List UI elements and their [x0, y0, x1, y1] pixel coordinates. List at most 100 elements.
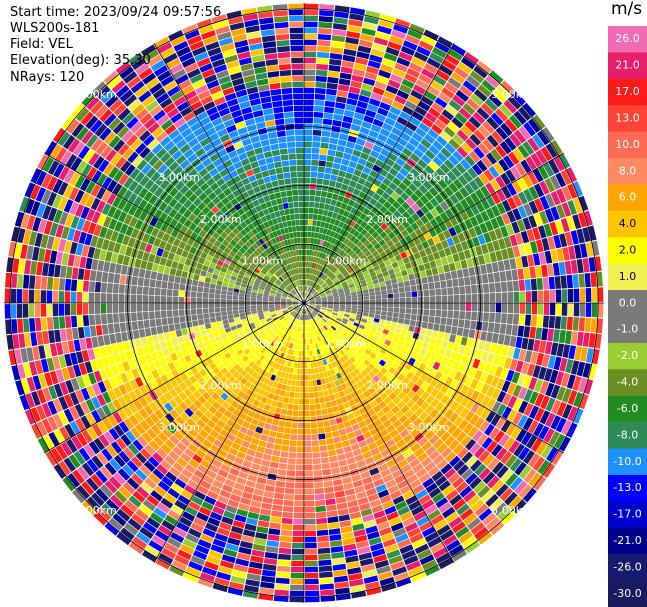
- velocity-gate: [395, 271, 402, 278]
- velocity-gate: [346, 457, 356, 465]
- velocity-gate: [332, 310, 339, 314]
- velocity-gate: [317, 541, 330, 548]
- velocity-gate: [397, 339, 405, 347]
- velocity-gate: [293, 319, 297, 325]
- velocity-gate: [533, 212, 543, 227]
- velocity-gate: [320, 308, 327, 312]
- velocity-gate: [331, 313, 337, 318]
- velocity-gate: [406, 423, 416, 433]
- velocity-gate: [308, 332, 312, 338]
- velocity-gate: [148, 540, 163, 552]
- velocity-gate: [229, 391, 237, 400]
- velocity-gate: [327, 337, 332, 343]
- velocity-gate: [427, 343, 435, 352]
- velocity-gate: [375, 310, 381, 315]
- velocity-gate: [460, 56, 476, 70]
- velocity-gate: [138, 328, 146, 338]
- velocity-gate: [400, 464, 412, 474]
- velocity-gate: [304, 249, 307, 256]
- velocity-gate: [396, 89, 410, 100]
- velocity-gate: [88, 292, 95, 303]
- velocity-gate: [342, 329, 349, 335]
- velocity-gate: [36, 261, 44, 276]
- velocity-gate: [321, 306, 327, 309]
- velocity-gate: [338, 290, 344, 294]
- velocity-gate: [387, 401, 396, 410]
- velocity-gate: [314, 99, 325, 106]
- velocity-gate: [375, 113, 386, 122]
- velocity-gate: [380, 333, 388, 340]
- velocity-gate: [242, 420, 251, 429]
- velocity-gate: [169, 267, 177, 276]
- velocity-gate: [439, 64, 454, 76]
- velocity-gate: [482, 454, 495, 467]
- velocity-gate: [357, 365, 364, 373]
- velocity-gate: [420, 138, 432, 149]
- velocity-gate: [308, 286, 311, 292]
- velocity-gate: [364, 417, 373, 426]
- velocity-gate: [539, 195, 550, 210]
- velocity-gate: [165, 471, 177, 483]
- velocity-gate: [495, 344, 503, 355]
- velocity-gate: [289, 343, 294, 349]
- velocity-gate: [262, 363, 268, 370]
- velocity-gate: [309, 392, 314, 399]
- velocity-gate: [272, 419, 280, 426]
- velocity-gate: [376, 565, 391, 575]
- velocity-gate: [487, 475, 500, 489]
- velocity-gate: [116, 532, 132, 546]
- velocity-gate: [381, 307, 388, 312]
- velocity-gate: [501, 248, 509, 260]
- velocity-gate: [143, 460, 156, 472]
- velocity-gate: [470, 390, 480, 402]
- velocity-gate: [272, 498, 284, 506]
- velocity-gate: [188, 561, 203, 572]
- velocity-gate: [263, 558, 277, 565]
- velocity-gate: [460, 198, 470, 210]
- velocity-gate: [278, 338, 283, 344]
- velocity-gate: [197, 539, 212, 549]
- velocity-gate: [496, 189, 507, 202]
- velocity-gate: [137, 320, 144, 330]
- velocity-gate: [446, 279, 453, 288]
- velocity-gate: [416, 354, 424, 363]
- velocity-gate: [267, 436, 276, 444]
- velocity-gate: [374, 559, 390, 569]
- velocity-gate: [584, 273, 591, 288]
- velocity-gate: [285, 321, 290, 327]
- velocity-gate: [324, 235, 330, 242]
- velocity-gate: [304, 171, 311, 178]
- velocity-gate: [295, 482, 304, 489]
- velocity-gate: [314, 295, 320, 299]
- velocity-gate: [215, 474, 226, 484]
- velocity-gate: [331, 244, 337, 251]
- velocity-gate: [490, 179, 501, 192]
- velocity-gate: [313, 391, 319, 398]
- velocity-gate: [449, 351, 458, 361]
- velocity-gate: [545, 143, 558, 159]
- velocity-gate: [194, 490, 206, 501]
- velocity-gate: [390, 490, 402, 500]
- velocity-gate: [335, 319, 341, 324]
- velocity-gate: [281, 523, 293, 531]
- velocity-gate: [455, 526, 470, 539]
- velocity-gate: [355, 351, 362, 358]
- velocity-gate: [344, 172, 353, 180]
- velocity-gate: [371, 325, 378, 331]
- velocity-gate: [596, 271, 603, 287]
- velocity-gate: [415, 278, 422, 285]
- velocity-gate: [338, 170, 346, 178]
- velocity-gate: [471, 163, 483, 176]
- velocity-gate: [256, 526, 269, 534]
- velocity-gate: [314, 276, 319, 283]
- velocity-gate: [310, 416, 317, 423]
- velocity-gate: [317, 335, 321, 342]
- velocity-gate: [419, 224, 428, 234]
- velocity-gate: [345, 204, 353, 212]
- velocity-gate: [375, 269, 382, 275]
- velocity-gate: [471, 293, 478, 303]
- velocity-gate: [388, 205, 397, 214]
- velocity-gate: [399, 334, 407, 342]
- velocity-gate: [455, 353, 464, 363]
- velocity-gate: [295, 386, 300, 393]
